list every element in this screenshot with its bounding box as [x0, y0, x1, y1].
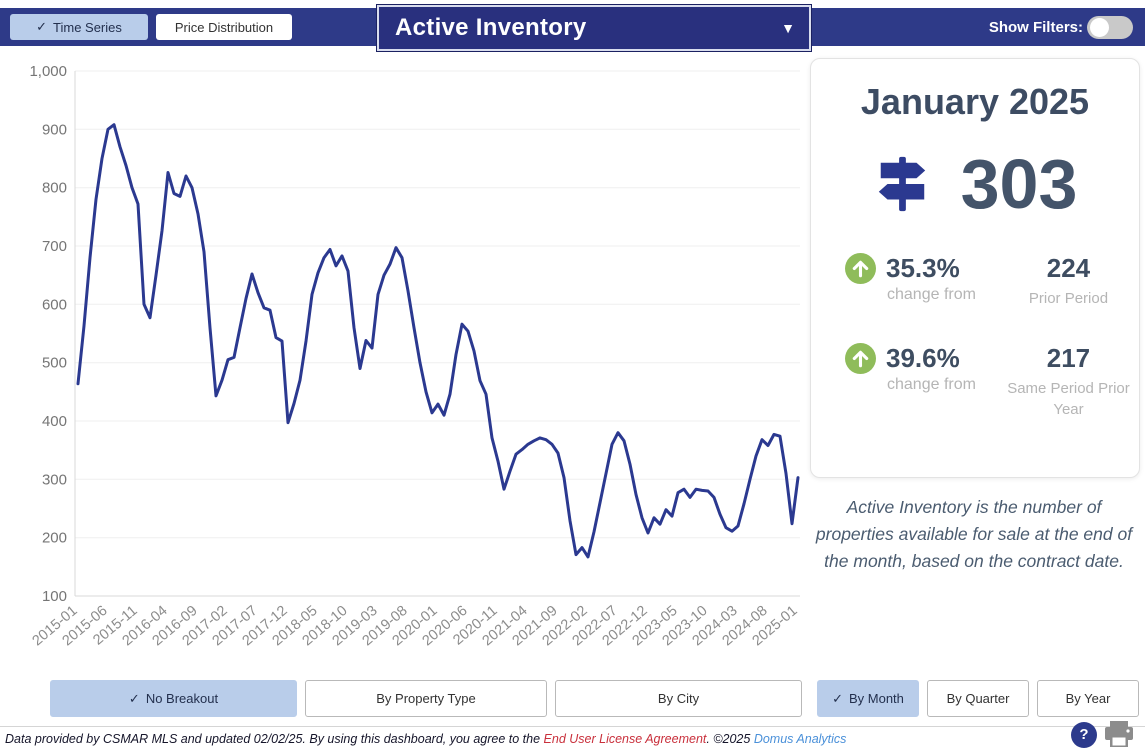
check-icon: ✓ — [36, 19, 48, 34]
footer-text: . ©2025 — [706, 732, 754, 746]
signpost-icon — [878, 156, 925, 212]
metric-description: Active Inventory is the number of proper… — [815, 497, 1133, 572]
show-filters-toggle[interactable] — [1087, 16, 1133, 39]
svg-text:700: 700 — [42, 238, 67, 255]
metric-value: 303 — [960, 145, 1078, 223]
metric-dropdown-value: Active Inventory — [395, 14, 587, 41]
svg-text:800: 800 — [42, 180, 67, 197]
prior-year-label: Same Period Prior Year — [1007, 380, 1130, 418]
time-series-tab-label: Time Series — [53, 19, 122, 35]
svg-text:600: 600 — [42, 296, 67, 313]
brand-link[interactable]: Domus Analytics — [753, 732, 847, 746]
breakout-none-button[interactable]: ✓ No Breakout — [50, 680, 297, 717]
breakout-city-label: By City — [657, 691, 700, 706]
price-distribution-tab-label: Price Distribution — [174, 19, 274, 35]
svg-text:500: 500 — [42, 355, 67, 372]
svg-text:200: 200 — [42, 530, 67, 547]
period-title: January 2025 — [860, 81, 1090, 122]
prior-period-stat: 35.3% change from 224 Prior Period — [811, 253, 1139, 309]
period-quarter-button[interactable]: By Quarter — [927, 680, 1029, 717]
footer-text: Data provided by CSMAR MLS and updated 0… — [5, 732, 544, 746]
metric-dropdown[interactable]: Active Inventory ▼ — [377, 5, 811, 51]
print-button[interactable] — [1103, 721, 1135, 749]
svg-text:100: 100 — [42, 588, 67, 605]
top-toolbar: ✓ Time Series Price Distribution Active … — [0, 5, 1145, 51]
show-filters-label: Show Filters: — [988, 19, 1083, 36]
price-distribution-tab[interactable]: Price Distribution — [156, 14, 292, 40]
prior-period-label: Prior Period — [1028, 290, 1109, 307]
check-icon: ✓ — [128, 690, 140, 706]
toggle-knob — [1090, 18, 1109, 37]
svg-text:300: 300 — [42, 471, 67, 488]
prior-year-value: 217 — [1046, 343, 1091, 373]
percent-change-label: change from — [887, 286, 976, 303]
period-year-label: By Year — [1065, 691, 1111, 706]
breakout-property-type-button[interactable]: By Property Type — [305, 680, 547, 717]
arrow-up-icon — [845, 253, 876, 284]
breakout-city-button[interactable]: By City — [555, 680, 802, 717]
breakout-none-label: No Breakout — [145, 691, 219, 706]
help-button[interactable]: ? — [1071, 722, 1097, 748]
check-icon: ✓ — [832, 690, 843, 706]
arrow-up-icon — [845, 343, 876, 374]
prior-period-value: 224 — [1046, 253, 1091, 283]
breakout-property-type-label: By Property Type — [376, 691, 476, 706]
period-year-button[interactable]: By Year — [1037, 680, 1139, 717]
active-inventory-line-chart: 1002003004005006007008009001,0002015-012… — [29, 63, 800, 649]
eula-link[interactable]: End User License Agreement — [543, 732, 707, 746]
period-quarter-label: By Quarter — [946, 691, 1010, 706]
time-series-tab[interactable]: ✓ Time Series — [10, 14, 148, 40]
percent-change: 39.6% — [886, 343, 960, 373]
chevron-down-icon: ▼ — [781, 20, 795, 36]
prior-year-stat: 39.6% change from 217 Same Period Prior … — [811, 343, 1139, 420]
percent-change: 35.3% — [886, 253, 960, 283]
svg-text:900: 900 — [42, 121, 67, 138]
svg-text:400: 400 — [42, 413, 67, 430]
period-month-label: By Month — [848, 691, 904, 706]
svg-text:1,000: 1,000 — [29, 63, 67, 80]
time-series-chart: 100 200 300 400 500 600 700 800 900 1,000 2015-01 2… — [0, 57, 808, 673]
footer: Data provided by CSMAR MLS and updated 0… — [0, 726, 1145, 751]
summary-card: January 2025 303 35.3% change from — [810, 58, 1140, 478]
percent-change-label: change from — [887, 376, 976, 393]
period-month-button[interactable]: ✓ By Month — [817, 680, 919, 717]
